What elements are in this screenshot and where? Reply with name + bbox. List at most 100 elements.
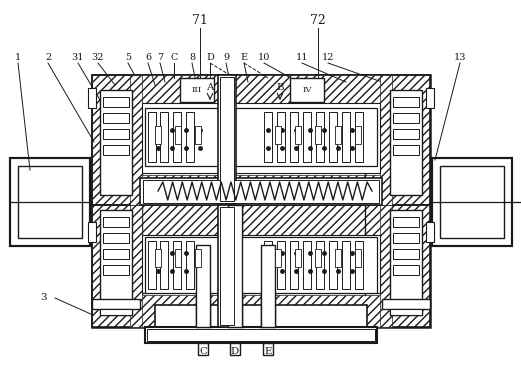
Bar [140,205,382,327]
Bar [393,145,419,155]
Bar [218,75,236,203]
Bar [155,305,367,327]
Bar [275,249,281,267]
Bar [393,249,419,259]
Bar [195,126,201,144]
Bar [103,129,129,139]
Bar [335,249,341,267]
Bar [342,112,350,162]
Bar [393,233,419,243]
Bar [140,175,382,205]
Text: 3: 3 [41,293,47,302]
Bar [393,217,419,227]
Bar [103,97,129,107]
Bar [142,235,380,293]
Bar [295,249,301,267]
Bar [382,75,430,205]
Bar [355,126,361,144]
Bar [290,241,298,289]
Bar [263,343,273,355]
Bar [92,205,140,327]
Bar [315,249,321,267]
Bar [393,97,419,107]
Bar [290,78,324,102]
Bar [342,241,350,289]
Bar [382,299,430,309]
Bar [335,126,341,144]
Bar [100,90,132,195]
Bar [393,265,419,275]
Bar [355,249,361,267]
Text: 5: 5 [125,53,131,62]
Bar [100,309,132,315]
Bar [198,343,208,355]
Text: E: E [264,348,272,357]
Bar [155,249,161,267]
Text: A: A [206,83,214,92]
Bar [275,126,281,144]
Bar [316,241,324,289]
Bar [329,112,337,162]
Text: 71: 71 [192,13,208,26]
Bar [230,343,240,355]
Bar [390,309,422,315]
Bar [432,158,512,246]
Text: 6: 6 [145,53,151,62]
Text: 7: 7 [157,53,163,62]
Text: 12: 12 [322,53,334,62]
Bar [160,112,168,162]
Text: D: D [231,348,239,357]
Bar [92,75,430,327]
Text: 10: 10 [258,53,270,62]
Bar [355,112,363,162]
Bar [432,158,512,246]
Bar [103,233,129,243]
Bar [103,113,129,123]
Bar [155,126,161,144]
Text: 2: 2 [45,53,51,62]
Bar [103,145,129,155]
Bar [380,205,392,327]
Bar [88,222,96,242]
Text: C: C [170,53,178,62]
Bar [382,205,430,327]
Text: 72: 72 [310,13,326,26]
Bar [393,129,419,139]
Bar [380,75,392,205]
Bar [92,205,140,327]
Bar [277,241,285,289]
Bar [148,112,156,162]
Bar [277,112,285,162]
Text: C: C [199,348,207,357]
Bar [148,241,156,289]
Bar [10,158,90,246]
Bar [290,112,298,162]
Bar [426,222,434,242]
Bar [103,217,129,227]
Bar [160,241,168,289]
Bar [100,210,132,315]
Bar [316,112,324,162]
Bar [303,241,311,289]
Bar [390,210,422,315]
Text: 8: 8 [189,53,195,62]
Bar [142,103,380,173]
Bar [218,205,236,327]
Text: 9: 9 [223,53,229,62]
Text: 11: 11 [296,53,308,62]
Bar [145,237,377,293]
Bar [186,241,194,289]
Bar [264,112,272,162]
Bar [228,205,242,327]
Bar [92,299,140,309]
Bar [303,112,311,162]
Bar [103,249,129,259]
Text: 13: 13 [454,53,466,62]
Bar [186,112,194,162]
Bar [173,241,181,289]
Bar [220,77,234,201]
Bar [92,75,140,205]
Bar [295,126,301,144]
Bar [393,113,419,123]
Bar [315,126,321,144]
